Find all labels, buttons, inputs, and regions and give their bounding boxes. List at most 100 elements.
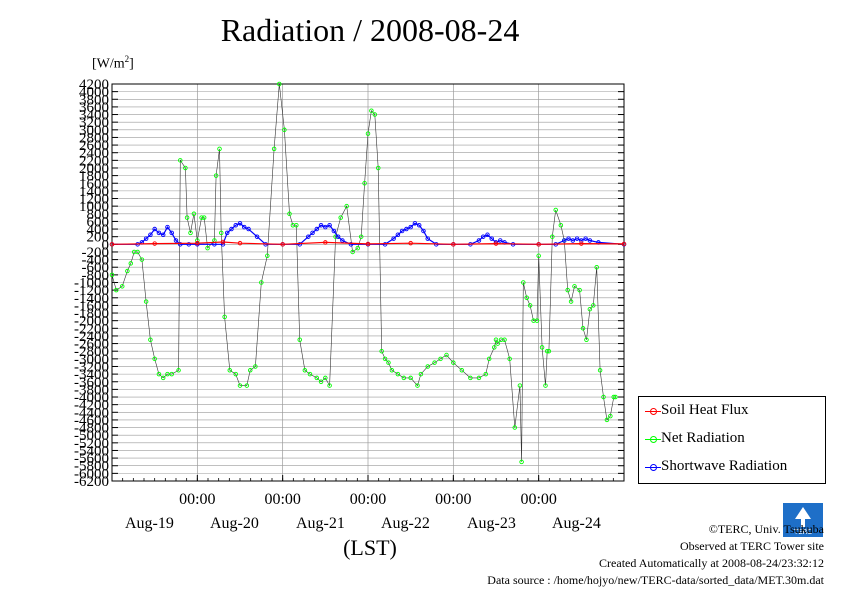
data-point-net-radiation bbox=[415, 383, 420, 388]
data-point-shortwave-radiation bbox=[318, 222, 324, 228]
data-point-shortwave-radiation bbox=[408, 224, 413, 230]
data-point-net-radiation bbox=[527, 303, 533, 308]
chart-title: Radiation / 2008-08-24 bbox=[220, 12, 520, 48]
data-point-net-radiation bbox=[550, 234, 555, 239]
y-tick-label: -800 bbox=[82, 268, 110, 284]
legend-marker-net-radiation bbox=[650, 436, 657, 443]
y-tick-label: -3600 bbox=[74, 375, 109, 391]
data-point-net-radiation bbox=[382, 356, 388, 362]
y-tick-label: -3400 bbox=[74, 367, 109, 383]
data-point-net-radiation bbox=[358, 234, 364, 239]
data-point-soil-heat-flux bbox=[280, 242, 285, 247]
data-point-net-radiation bbox=[237, 383, 243, 388]
data-point-net-radiation bbox=[544, 348, 550, 354]
data-point-net-radiation bbox=[401, 375, 407, 381]
credit-created: Created Automatically at 2008-08-24/23:3… bbox=[599, 556, 824, 570]
data-point-shortwave-radiation bbox=[169, 230, 174, 236]
data-point-net-radiation bbox=[386, 360, 391, 365]
data-point-soil-heat-flux bbox=[579, 241, 584, 246]
data-point-net-radiation bbox=[114, 287, 119, 293]
y-tick-label: 3600 bbox=[79, 100, 109, 116]
y-tick-label: 1200 bbox=[79, 192, 109, 208]
logo-mark bbox=[795, 507, 811, 519]
data-point-shortwave-radiation bbox=[327, 222, 332, 228]
date-label-aug-21: Aug-21 bbox=[296, 515, 345, 532]
legend-label-shortwave-radiation: Shortwave Radiation bbox=[661, 458, 788, 474]
y-tick-label: 2800 bbox=[79, 130, 109, 146]
y-tick-label: 400 bbox=[87, 222, 110, 238]
y-tick-label: 2200 bbox=[79, 153, 109, 169]
data-point-net-radiation bbox=[543, 383, 548, 388]
data-point-net-radiation bbox=[389, 368, 395, 373]
data-point-net-radiation bbox=[512, 425, 518, 430]
y-tick-label: -4400 bbox=[74, 405, 109, 421]
data-point-net-radiation bbox=[139, 257, 145, 262]
data-point-net-radiation bbox=[476, 375, 482, 381]
data-point-net-radiation bbox=[536, 253, 541, 259]
data-point-net-radiation bbox=[318, 379, 324, 385]
y-tick-label: -400 bbox=[82, 253, 110, 269]
data-point-shortwave-radiation bbox=[331, 228, 337, 234]
data-point-shortwave-radiation bbox=[306, 234, 311, 239]
data-point-net-radiation bbox=[577, 287, 582, 293]
data-point-shortwave-radiation bbox=[382, 242, 388, 247]
y-tick-label: -4200 bbox=[74, 398, 109, 414]
data-point-net-radiation bbox=[314, 375, 320, 381]
y-tick-label: -4600 bbox=[74, 413, 109, 429]
data-point-net-radiation bbox=[265, 253, 270, 259]
y-tick-label: 3800 bbox=[79, 92, 109, 108]
data-point-shortwave-radiation bbox=[416, 222, 422, 228]
data-point-net-radiation bbox=[148, 337, 153, 343]
data-point-shortwave-radiation bbox=[335, 234, 341, 239]
data-point-soil-heat-flux bbox=[536, 242, 541, 247]
data-point-soil-heat-flux bbox=[220, 239, 226, 245]
y-tick-label: -600 bbox=[82, 260, 110, 276]
data-point-net-radiation bbox=[259, 280, 264, 285]
data-point-net-radiation bbox=[365, 131, 371, 136]
data-point-net-radiation bbox=[395, 371, 401, 377]
data-point-shortwave-radiation bbox=[399, 228, 405, 234]
data-point-soil-heat-flux bbox=[152, 241, 157, 246]
y-tick-label: -5000 bbox=[74, 428, 109, 444]
data-point-shortwave-radiation bbox=[173, 238, 179, 243]
data-point-soil-heat-flux bbox=[621, 241, 627, 247]
data-point-shortwave-radiation bbox=[152, 226, 157, 232]
data-point-net-radiation bbox=[521, 280, 526, 285]
data-point-net-radiation bbox=[483, 371, 489, 377]
data-point-shortwave-radiation bbox=[421, 228, 426, 234]
data-point-net-radiation bbox=[495, 341, 500, 346]
data-point-net-radiation bbox=[205, 245, 210, 251]
series-line-net-radiation bbox=[111, 83, 616, 462]
data-point-net-radiation bbox=[156, 371, 162, 377]
y-tick-label: -1400 bbox=[74, 291, 109, 307]
data-point-net-radiation bbox=[432, 360, 437, 365]
data-point-net-radiation bbox=[379, 348, 384, 354]
data-point-shortwave-radiation bbox=[579, 238, 584, 243]
unit-prefix: [W/m bbox=[92, 56, 125, 72]
data-point-shortwave-radiation bbox=[323, 224, 328, 230]
data-point-net-radiation bbox=[451, 360, 456, 365]
data-point-net-radiation bbox=[247, 368, 253, 373]
data-point-shortwave-radiation bbox=[340, 238, 345, 243]
data-point-net-radiation bbox=[188, 230, 193, 236]
data-point-net-radiation bbox=[294, 222, 299, 228]
data-point-net-radiation bbox=[152, 356, 157, 362]
data-point-net-radiation bbox=[486, 356, 492, 362]
data-point-net-radiation bbox=[277, 81, 282, 87]
plot-frame bbox=[111, 83, 625, 482]
date-label-aug-20: Aug-20 bbox=[210, 515, 259, 532]
legend-item-shortwave-radiation: Shortwave Radiation bbox=[639, 454, 825, 480]
y-tick-label: 1600 bbox=[79, 176, 109, 192]
data-point-net-radiation bbox=[568, 299, 574, 304]
date-label-aug-19: Aug-19 bbox=[125, 515, 174, 532]
data-point-shortwave-radiation bbox=[156, 230, 162, 236]
data-point-net-radiation bbox=[372, 112, 378, 117]
data-point-net-radiation bbox=[160, 375, 166, 381]
data-point-shortwave-radiation bbox=[233, 222, 238, 228]
y-tick-label: 4200 bbox=[79, 77, 109, 93]
data-point-net-radiation bbox=[613, 394, 618, 400]
x-tick-label: 00:00 bbox=[350, 491, 386, 508]
x-tick-label: 00:00 bbox=[179, 491, 215, 508]
data-point-shortwave-radiation bbox=[574, 236, 580, 241]
